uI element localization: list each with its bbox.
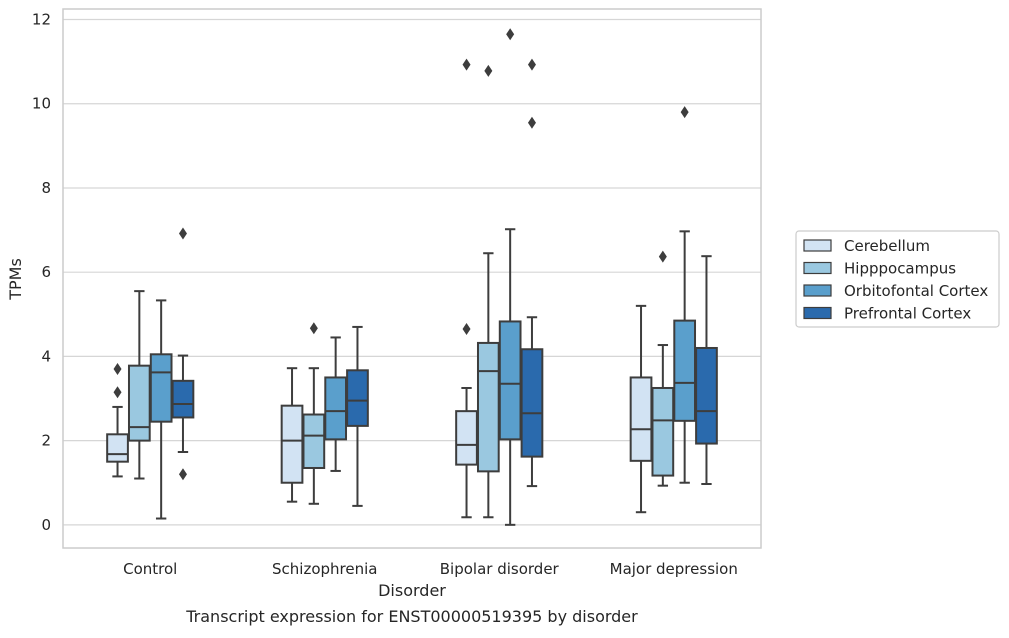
outlier-marker <box>113 386 122 399</box>
legend-frame <box>795 230 1000 328</box>
category-group-2 <box>280 322 369 507</box>
y-axis-ticks: 0 2 4 6 8 10 12 <box>32 11 51 534</box>
box-body <box>127 364 151 442</box>
category-group-1 <box>106 227 195 520</box>
box-body <box>673 319 697 422</box>
x-tick-label-1: Control <box>123 560 177 578</box>
x-axis-ticks: Control Schizophrenia Bipolar disorder Majo… <box>123 560 738 578</box>
legend-label: Prefrontal Cortex <box>844 305 971 323</box>
box-1-4 <box>171 227 195 481</box>
box-body <box>280 404 304 484</box>
box-body <box>651 386 675 477</box>
legend-swatch <box>803 284 832 297</box>
outlier-marker <box>178 227 187 240</box>
box-body <box>476 341 500 473</box>
y-tick-label-10: 10 <box>32 95 51 113</box>
category-group-4 <box>629 106 718 514</box>
legend-label: Orbitofontal Cortex <box>844 282 988 300</box>
legend-swatch <box>803 239 832 252</box>
plot-frame <box>62 8 762 549</box>
category-group-3 <box>455 28 544 526</box>
x-tick-label-3: Bipolar disorder <box>440 560 560 578</box>
box-1-2 <box>127 290 151 480</box>
box-1-1 <box>106 363 129 478</box>
box-4-2 <box>651 250 675 487</box>
x-tick-label-4: Major depression <box>610 560 738 578</box>
y-tick-label-0: 0 <box>41 516 51 534</box>
legend-label: Cerebellum <box>844 237 930 255</box>
box-body <box>629 376 653 462</box>
box-4-3 <box>673 106 697 484</box>
box-2-1 <box>280 367 304 503</box>
box-body <box>695 346 718 445</box>
box-3-4 <box>520 58 544 488</box>
box-2-4 <box>346 325 369 507</box>
outlier-marker <box>680 106 689 119</box>
outlier-marker <box>658 250 667 263</box>
box-3-2 <box>476 64 500 519</box>
x-tick-label-2: Schizophrenia <box>272 560 377 578</box>
y-tick-label-4: 4 <box>41 347 51 365</box>
box-3-1 <box>455 58 478 519</box>
outlier-marker <box>309 322 318 335</box>
box-4-4 <box>695 255 718 485</box>
chart-caption: Transcript expression for ENST0000051939… <box>185 607 638 626</box>
legend-item-1: Cerebellum <box>803 237 930 255</box>
y-tick-label-12: 12 <box>32 11 51 29</box>
box-body <box>498 320 522 441</box>
box-2-2 <box>302 322 326 505</box>
legend-item-3: Orbitofontal Cortex <box>803 282 988 300</box>
outlier-marker <box>527 58 536 71</box>
legend-item-4: Prefrontal Cortex <box>803 305 971 323</box>
y-axis-title: TPMs <box>6 258 25 301</box>
legend-label: Hipppocampus <box>844 260 956 278</box>
y-tick-label-2: 2 <box>41 432 51 450</box>
outlier-marker <box>462 323 471 336</box>
box-4-1 <box>629 304 653 514</box>
box-2-3 <box>324 336 348 472</box>
box-body <box>302 413 326 469</box>
box-groups <box>106 28 718 526</box>
legend-swatch <box>803 261 832 275</box>
y-tick-label-8: 8 <box>41 179 51 197</box>
y-tick-label-6: 6 <box>41 263 51 281</box>
box-1-3 <box>149 299 173 520</box>
box-body <box>171 379 195 419</box>
x-axis-title: Disorder <box>378 581 446 600</box>
legend-item-2: Hipppocampus <box>803 260 956 278</box>
box-3-3 <box>498 28 522 526</box>
outlier-marker <box>484 64 493 77</box>
outlier-marker <box>506 28 515 41</box>
legend: Cerebellum Hipppocampus Orbitofontal Corte… <box>795 230 1000 328</box>
box-body <box>149 353 173 423</box>
outlier-marker <box>178 468 187 481</box>
outlier-marker <box>527 116 536 129</box>
outlier-marker <box>113 363 122 376</box>
legend-swatch <box>803 306 832 320</box>
box-body <box>324 376 348 441</box>
box-body <box>520 348 544 458</box>
outlier-marker <box>462 58 471 71</box>
box-body <box>106 433 129 463</box>
box-body <box>346 369 369 427</box>
box-body <box>455 410 478 466</box>
